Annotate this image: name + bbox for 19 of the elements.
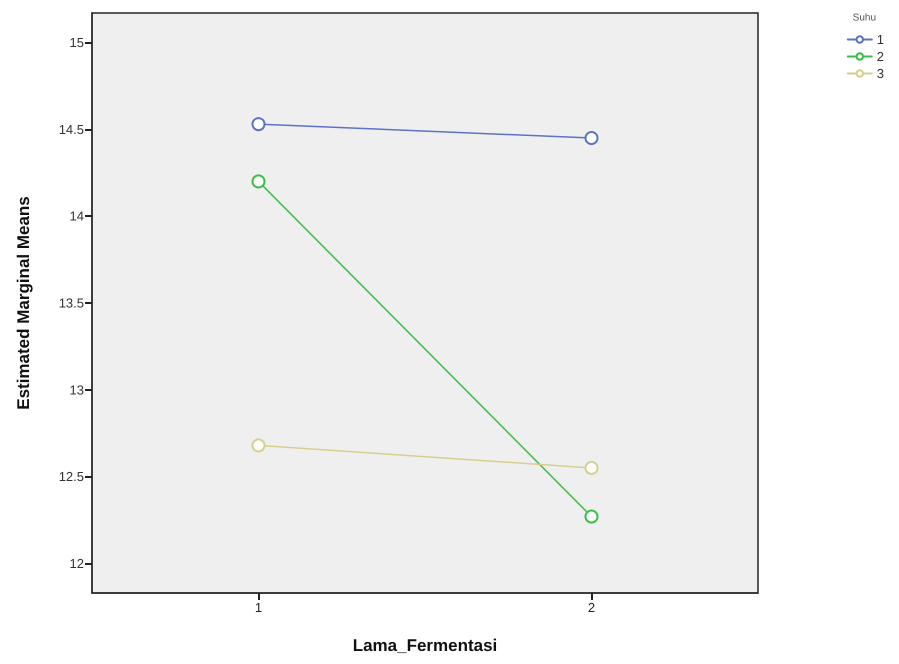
point [584, 510, 598, 524]
point [584, 131, 598, 146]
y-tick-label: 13 [70, 382, 84, 398]
legend-label: 3 [876, 66, 884, 81]
point [252, 174, 266, 188]
legend-label: 2 [876, 49, 884, 64]
y-tick-label: 15 [70, 35, 84, 50]
y-axis-title: Estimated Marginal Means [14, 196, 33, 410]
legend-label: 1 [876, 32, 884, 47]
y-tick-label: 14 [70, 208, 84, 224]
y-tick-label: 12 [70, 556, 84, 571]
point [252, 438, 266, 452]
point [252, 117, 266, 132]
y-tick-label: 14.5 [58, 122, 84, 137]
x-axis-title: Lama_Fermentasi [352, 636, 498, 655]
y-tick-label: 12.5 [58, 469, 84, 484]
y-tick-label: 13.5 [58, 296, 84, 310]
point [584, 460, 598, 475]
legend-title: Suhu [852, 12, 876, 24]
